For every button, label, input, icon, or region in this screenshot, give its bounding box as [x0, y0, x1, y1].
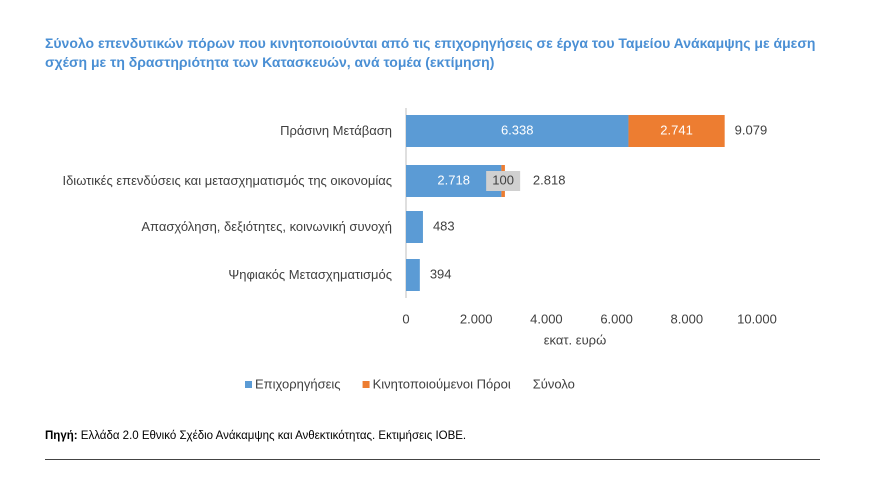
bar-segment — [406, 115, 629, 147]
total-label: 483 — [433, 218, 455, 233]
bar-segment — [406, 211, 423, 243]
source: Πηγή: Ελλάδα 2.0 Εθνικό Σχέδιο Ανάκαμψης… — [45, 430, 466, 442]
x-tick-label: 4.000 — [530, 311, 563, 326]
chart-title: Σύνολο επενδυτικών πόρων που κινητοποιού… — [45, 35, 816, 70]
category-label: Πράσινη Μετάβαση — [280, 123, 392, 138]
legend-label: Κινητοποιούμενοι Πόροι — [373, 376, 511, 391]
divider — [45, 459, 820, 460]
bar-segment — [628, 115, 725, 147]
category-label: Ιδιωτικές επενδύσεις και μετασχηματισμός… — [62, 173, 392, 188]
x-axis-label: εκατ. ευρώ — [544, 332, 606, 347]
legend-swatch — [362, 381, 370, 388]
bar-segment — [406, 165, 502, 197]
value-label: 2.718 — [437, 172, 470, 187]
x-tick-label: 8.000 — [671, 311, 704, 326]
legend-label: Επιχορηγήσεις — [255, 376, 341, 391]
x-tick-label: 6.000 — [600, 311, 633, 326]
total-label: 394 — [430, 266, 452, 281]
source-text: Ελλάδα 2.0 Εθνικό Σχέδιο Ανάκαμψης και Α… — [80, 430, 467, 442]
x-tick-label: 2.000 — [460, 311, 493, 326]
x-tick-label: 0 — [402, 311, 409, 326]
value-label: 2.741 — [660, 122, 693, 137]
source-label: Πηγή: — [45, 430, 78, 442]
category-label: Ψηφιακός Μετασχηματισμός — [228, 267, 392, 282]
total-label: 2.818 — [533, 172, 566, 187]
value-label: 100 — [492, 172, 514, 187]
category-label: Απασχόληση, δεξιότητες, κοινωνική συνοχή — [141, 219, 392, 234]
total-label: 9.079 — [735, 122, 768, 137]
legend-swatch — [245, 381, 252, 388]
x-tick-label: 10.000 — [737, 311, 777, 326]
label-box — [486, 171, 521, 191]
bar-segment — [406, 259, 420, 291]
value-label: 6.338 — [501, 122, 534, 137]
legend-label: Σύνολο — [533, 376, 575, 391]
